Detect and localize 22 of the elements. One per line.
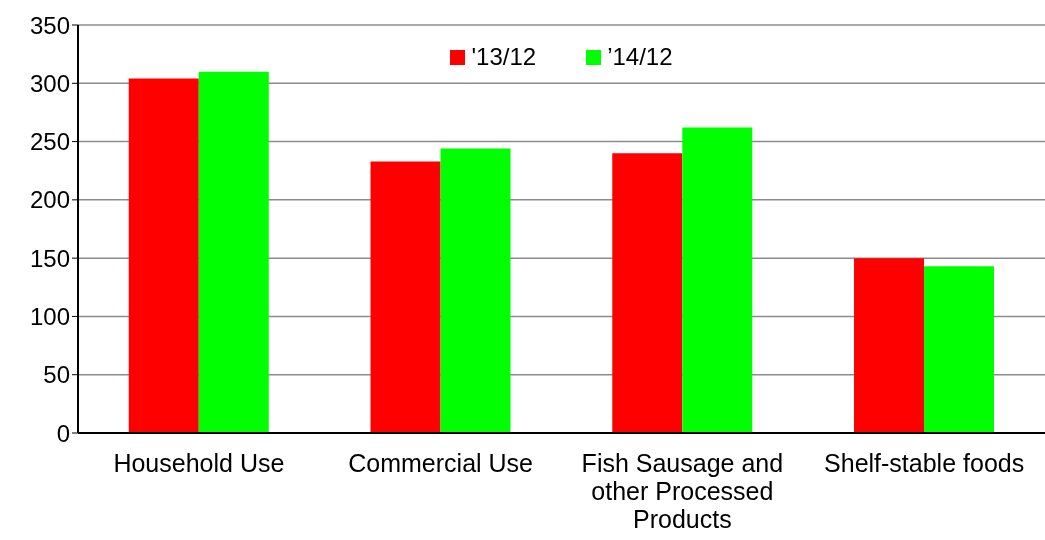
y-tick-label: 250 <box>29 128 70 156</box>
legend-label: '13/12 <box>471 43 537 71</box>
y-tick-label: 150 <box>29 244 70 272</box>
x-tick-label: Fish Sausage and other Processed Products <box>581 449 784 534</box>
bar <box>612 153 683 433</box>
bar <box>198 71 269 433</box>
bar <box>128 78 199 433</box>
y-tick-label: 300 <box>29 69 70 97</box>
y-tick-label: 50 <box>43 361 70 389</box>
y-tick-label: 200 <box>29 186 70 214</box>
bar <box>924 266 995 433</box>
x-tick-label: Commercial Use <box>348 449 534 478</box>
x-tick-label: Household Use <box>113 449 285 478</box>
y-tick-label: 100 <box>29 302 70 330</box>
bar <box>370 161 441 433</box>
bar <box>440 148 511 433</box>
x-tick-label: Shelf-stable foods <box>824 449 1025 478</box>
y-tick-label: 0 <box>56 419 70 447</box>
bar <box>682 127 753 433</box>
bar <box>854 258 925 433</box>
legend-label: ’14/12 <box>607 43 673 71</box>
y-tick-label: 350 <box>29 11 70 39</box>
